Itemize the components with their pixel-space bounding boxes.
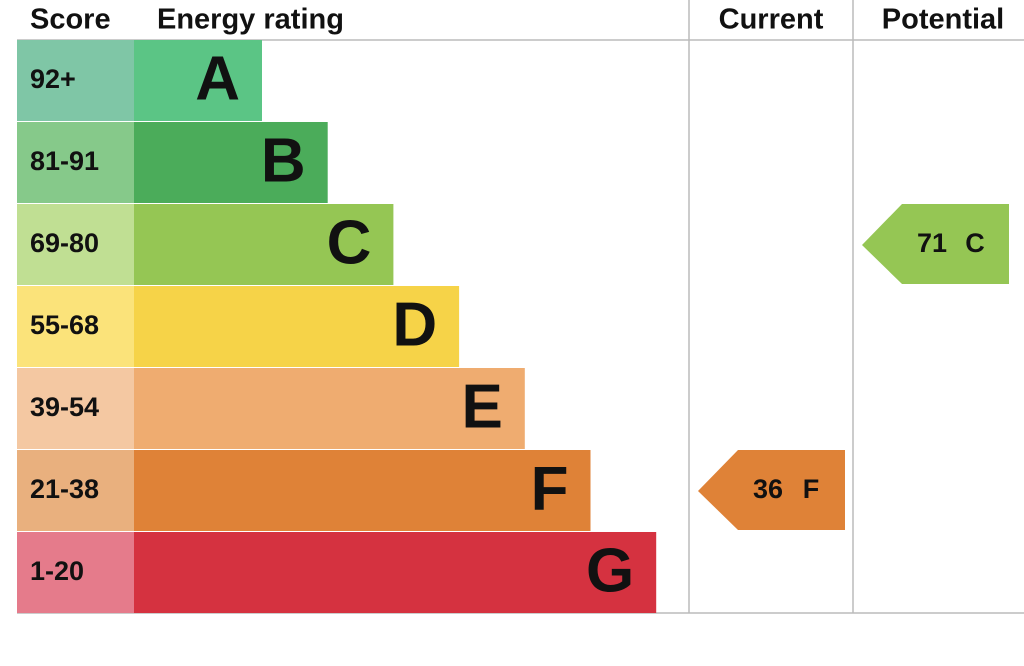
current-value: 36: [753, 474, 783, 504]
score-label: 81-91: [30, 146, 99, 176]
rating-bar: [134, 450, 591, 531]
rating-letter: C: [327, 208, 372, 277]
rating-bar: [134, 40, 262, 121]
score-label: 21-38: [30, 474, 99, 504]
score-cell: [17, 40, 134, 121]
potential-arrow: [862, 204, 1009, 284]
rating-bar: [134, 122, 328, 203]
score-cell: [17, 368, 134, 449]
score-cell: [17, 286, 134, 367]
score-label: 55-68: [30, 310, 99, 340]
score-cell: [17, 122, 134, 203]
rating-bar: [134, 532, 657, 613]
header-potential: Potential: [882, 4, 1004, 36]
score-cell: [17, 532, 134, 613]
rating-letter: G: [586, 536, 634, 605]
rating-letter: B: [261, 126, 306, 195]
potential-letter: C: [965, 228, 985, 258]
score-label: 1-20: [30, 556, 84, 586]
score-label: 69-80: [30, 228, 99, 258]
rating-bar: [134, 368, 525, 449]
rating-bar: [134, 286, 460, 367]
score-label: 39-54: [30, 392, 99, 422]
header-current: Current: [719, 4, 824, 36]
rating-letter: F: [531, 454, 569, 523]
rating-letter: E: [461, 372, 502, 441]
current-letter: F: [803, 474, 820, 504]
score-label: 92+: [30, 64, 76, 94]
current-arrow: [698, 450, 845, 530]
score-cell: [17, 204, 134, 285]
header-score: Score: [30, 4, 111, 36]
potential-value: 71: [917, 228, 947, 258]
rating-letter: A: [195, 44, 240, 113]
rating-letter: D: [392, 290, 437, 359]
header-rating: Energy rating: [157, 4, 344, 36]
rating-bar: [134, 204, 394, 285]
score-cell: [17, 450, 134, 531]
